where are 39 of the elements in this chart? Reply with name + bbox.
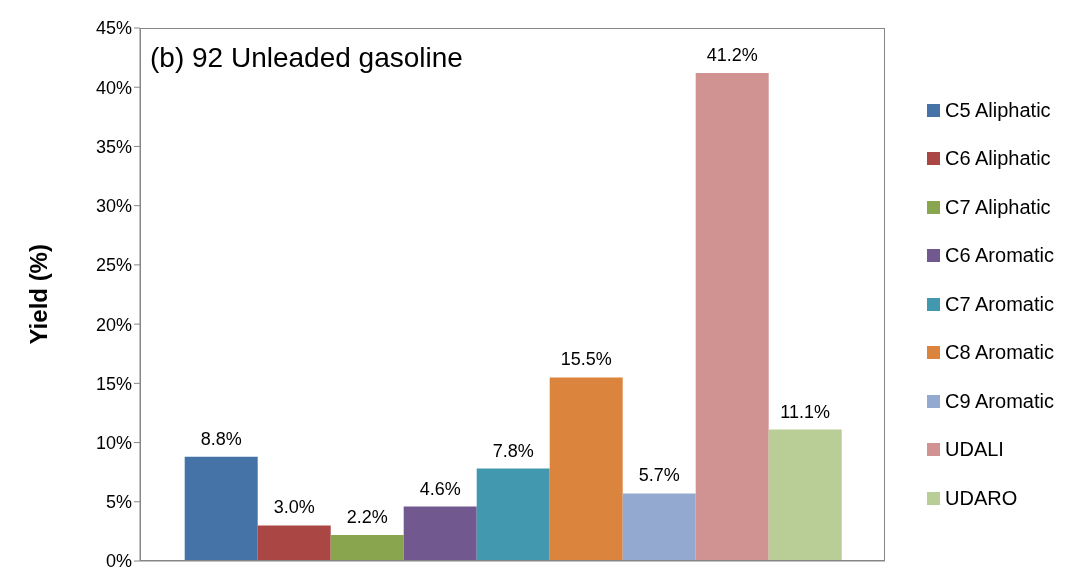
bar [622,493,696,561]
legend-label: C5 Aliphatic [945,98,1051,122]
legend-label: C6 Aliphatic [945,147,1051,171]
legend-label: C9 Aromatic [945,389,1054,413]
y-axis-title: Yield (%) [24,244,52,345]
data-label: 5.7% [638,465,680,486]
y-tick-label: 25% [95,255,132,276]
legend-label: UDARO [945,486,1018,510]
data-label: 11.1% [780,401,831,422]
legend-label: C8 Aromatic [945,341,1054,365]
legend-label: C7 Aliphatic [945,195,1051,219]
y-tick-label: 0% [105,551,132,572]
data-label: 8.8% [200,428,242,449]
bar [549,377,623,561]
bar [257,525,331,561]
y-tick-label: 30% [95,196,132,217]
data-label: 4.6% [419,478,461,499]
legend-label: UDALI [945,438,1004,462]
data-label: 7.8% [492,440,534,461]
legend-label: C7 Aromatic [945,292,1054,316]
bar [476,468,550,561]
y-tick-label: 45% [95,18,132,39]
bar [184,456,258,561]
y-tick-label: 10% [95,432,132,453]
data-label: 41.2% [706,45,758,66]
y-tick-label: 15% [95,373,132,394]
y-tick-label: 5% [105,492,132,513]
data-label: 3.0% [273,497,315,518]
y-tick-label: 40% [95,77,132,98]
data-label: 15.5% [560,349,612,370]
legend-label: C6 Aromatic [945,244,1054,268]
data-label: 2.2% [346,506,388,527]
bar [695,73,769,561]
bar [768,429,842,561]
bar [403,506,477,561]
text: (b) 92 Unleaded gasoline [150,42,463,74]
y-tick-label: 20% [95,314,132,335]
y-tick-label: 35% [95,136,132,157]
bar [330,534,404,561]
